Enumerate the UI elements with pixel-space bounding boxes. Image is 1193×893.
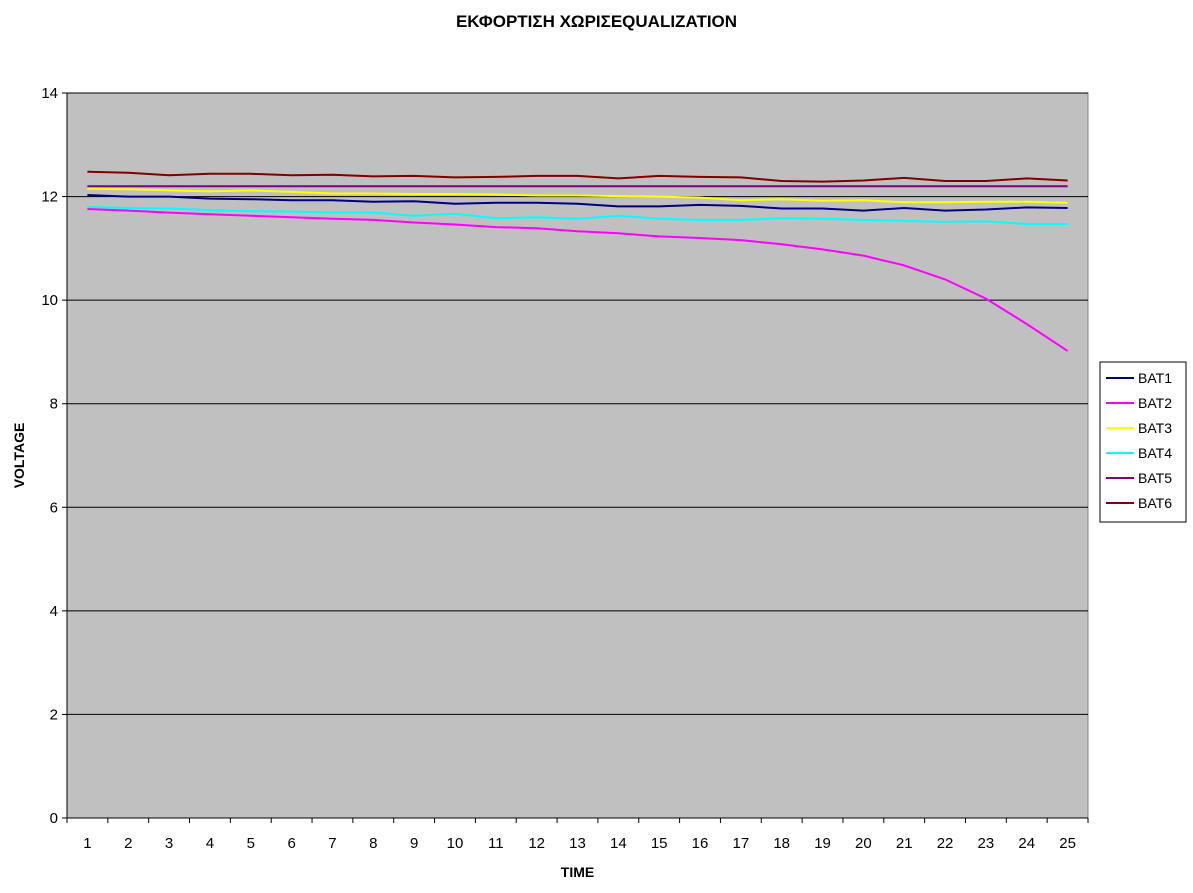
legend-label-bat4: BAT4	[1138, 445, 1172, 461]
legend-label-bat3: BAT3	[1138, 420, 1172, 436]
chart-title: ΕΚΦΟΡΤΙΣΗ ΧΩΡΙΣEQUALIZATION	[455, 12, 738, 31]
x-tick-label: 18	[773, 835, 790, 852]
x-tick-label: 11	[488, 835, 504, 852]
x-tick-label: 24	[1018, 835, 1035, 852]
series-line-bat4	[87, 205, 1068, 225]
y-tick-label: 0	[50, 810, 58, 827]
series-line-bat6	[87, 170, 1068, 183]
x-tick-label: 10	[447, 835, 464, 852]
x-tick-label: 25	[1059, 835, 1076, 852]
y-tick-label: 10	[41, 292, 58, 309]
x-tick-label: 5	[247, 835, 255, 852]
series-line-bat3	[87, 187, 1068, 204]
x-tick-label: 2	[124, 835, 132, 852]
legend-label-bat1: BAT1	[1138, 370, 1172, 386]
series-line-bat2	[87, 208, 1069, 352]
plot-area	[66, 92, 1089, 819]
y-tick-label: 6	[50, 499, 58, 516]
y-tick-label: 2	[50, 706, 58, 723]
legend-label-bat5: BAT5	[1138, 470, 1172, 486]
x-axis-title: TIME	[561, 864, 594, 880]
x-tick-label: 8	[369, 835, 377, 852]
series-line-bat1	[87, 194, 1068, 212]
x-tick-label: 1	[83, 835, 91, 852]
x-tick-label: 16	[692, 835, 709, 852]
x-tick-label: 20	[855, 835, 872, 852]
x-tick-label: 19	[814, 835, 831, 852]
legend-label-bat6: BAT6	[1138, 495, 1172, 511]
x-tick-label: 3	[165, 835, 173, 852]
x-tick-label: 9	[410, 835, 418, 852]
x-tick-label: 17	[733, 835, 750, 852]
x-tick-label: 12	[528, 835, 545, 852]
x-tick-label: 22	[937, 835, 954, 852]
x-tick-label: 13	[569, 835, 586, 852]
legend-label-bat2: BAT2	[1138, 395, 1172, 411]
x-tick-label: 14	[610, 835, 627, 852]
x-tick-label: 4	[206, 835, 214, 852]
y-axis-title: VOLTAGE	[11, 423, 27, 489]
y-tick-label: 12	[41, 189, 58, 206]
x-tick-label: 21	[896, 835, 913, 852]
y-tick-label: 14	[41, 85, 58, 102]
x-tick-label: 6	[287, 835, 295, 852]
x-tick-label: 7	[328, 835, 336, 852]
x-tick-label: 23	[978, 835, 995, 852]
legend	[1099, 361, 1187, 523]
x-tick-label: 15	[651, 835, 668, 852]
y-tick-label: 8	[50, 396, 58, 413]
y-tick-label: 4	[50, 603, 58, 620]
